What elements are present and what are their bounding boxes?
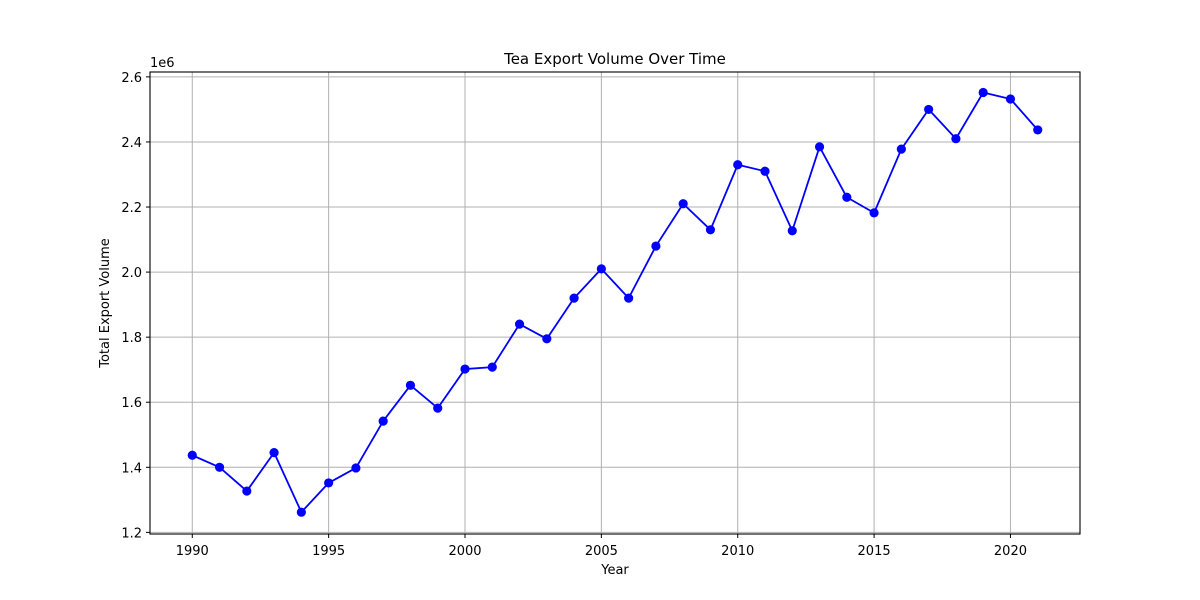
data-point [187,450,197,460]
data-point [1005,94,1016,104]
data-point [433,403,443,413]
x-axis-ticks: 1990 1995 2000 2005 2010 2015 2020 [176,534,1027,559]
y-tick-label: 1.8 [121,331,142,346]
x-tick-label: 2000 [448,544,481,559]
y-tick-label: 2.0 [121,266,142,281]
data-point [487,362,497,372]
y-axis-label: Total Export Volume [98,238,113,369]
data-point [951,134,961,144]
series-tea-export-volume [187,87,1043,517]
x-tick-label: 2010 [721,544,754,559]
data-point [814,142,825,152]
data-point [324,478,334,488]
data-point [842,192,852,202]
data-point [678,199,688,209]
data-point [760,166,770,176]
y-tick-label: 2.4 [121,136,142,151]
data-point [978,87,988,98]
x-tick-label: 2005 [585,544,618,559]
y-axis-offset-label: 1e6 [150,56,175,71]
data-point [296,507,306,517]
data-point [460,364,470,374]
data-point [1033,125,1043,135]
data-point [351,463,361,473]
data-point [651,241,661,251]
data-point [924,104,934,115]
x-tick-label: 1995 [312,544,345,559]
data-point [214,462,225,472]
y-tick-label: 2.2 [121,201,142,216]
y-tick-label: 1.2 [121,526,142,541]
y-tick-label: 1.4 [121,461,142,476]
y-tick-label: 2.6 [121,71,142,86]
data-point [733,160,743,170]
data-point [242,486,252,496]
grid-lines [150,72,1080,534]
data-point [514,319,525,329]
chart-title: Tea Export Volume Over Time [503,50,726,68]
data-point [705,225,716,235]
data-point [596,264,606,274]
x-tick-label: 2015 [858,544,891,559]
data-point [378,416,388,426]
data-point [896,144,906,154]
x-tick-label: 2020 [994,544,1027,559]
data-point [787,226,797,236]
data-point [624,293,634,303]
y-axis-ticks: 1.2 1.4 1.6 1.8 2.0 2.2 2.4 2.6 [121,71,150,541]
data-point [269,448,279,458]
data-point [869,208,879,218]
x-tick-label: 1990 [176,544,209,559]
series-line [191,91,1039,514]
data-point [542,334,552,344]
y-tick-label: 1.6 [121,396,142,411]
plot-area-frame [149,71,1081,535]
data-point [405,380,416,390]
x-axis-label: Year [600,563,629,578]
data-point [569,293,579,303]
